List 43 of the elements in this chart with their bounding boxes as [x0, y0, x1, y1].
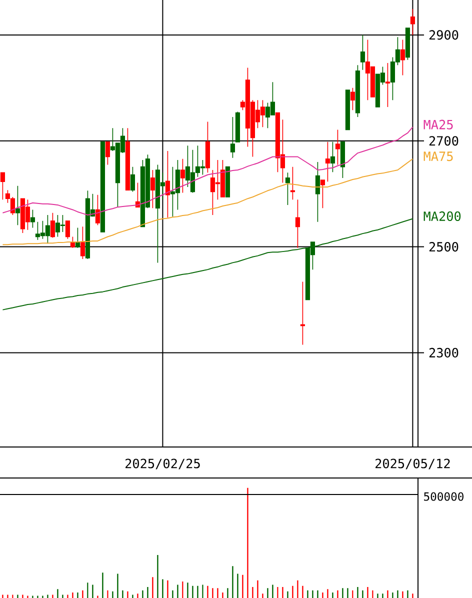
candlestick	[180, 158, 185, 194]
candlestick	[130, 166, 135, 192]
y-tick-label: 2900	[429, 30, 458, 40]
candlestick	[80, 226, 85, 260]
candlestick	[320, 180, 325, 209]
y-tick-label: 2500	[429, 242, 458, 252]
y-tick-label: 2700	[429, 136, 458, 146]
series-label: MA25	[424, 120, 453, 130]
y-tick-label: 2300	[429, 348, 458, 358]
x-tick-label: 2025/02/25	[126, 458, 200, 470]
candlestick	[330, 142, 335, 173]
candlestick	[410, 8, 416, 36]
candlestick	[230, 116, 235, 158]
candlestick	[15, 185, 20, 226]
candlestick	[125, 128, 130, 191]
candlestick	[30, 209, 35, 228]
candlestick	[300, 281, 305, 346]
candlestick	[50, 212, 55, 238]
candlestick	[385, 62, 390, 108]
candlestick	[165, 150, 170, 218]
candlestick	[285, 172, 290, 206]
candlestick	[325, 142, 330, 182]
candlestick	[65, 220, 70, 240]
candlestick	[360, 34, 366, 70]
candlestick	[295, 199, 300, 248]
series-label: MA200	[424, 211, 461, 222]
candlestick	[405, 28, 410, 60]
candlestick	[290, 166, 296, 200]
series-label: MA75	[424, 152, 453, 162]
text: 500000	[424, 492, 464, 501]
candlestick	[235, 111, 240, 142]
candlestick	[150, 170, 156, 209]
candlestick	[205, 121, 210, 174]
candlestick	[350, 88, 356, 111]
candlestick	[0, 172, 5, 200]
candlestick	[75, 227, 80, 248]
candlestick	[335, 129, 340, 166]
candlestick	[400, 39, 405, 76]
candlestick	[105, 142, 110, 166]
x-tick-label: 2025/05/12	[376, 458, 450, 470]
candlestick	[345, 90, 350, 130]
candlestick	[355, 64, 360, 118]
candlestick	[315, 162, 320, 222]
